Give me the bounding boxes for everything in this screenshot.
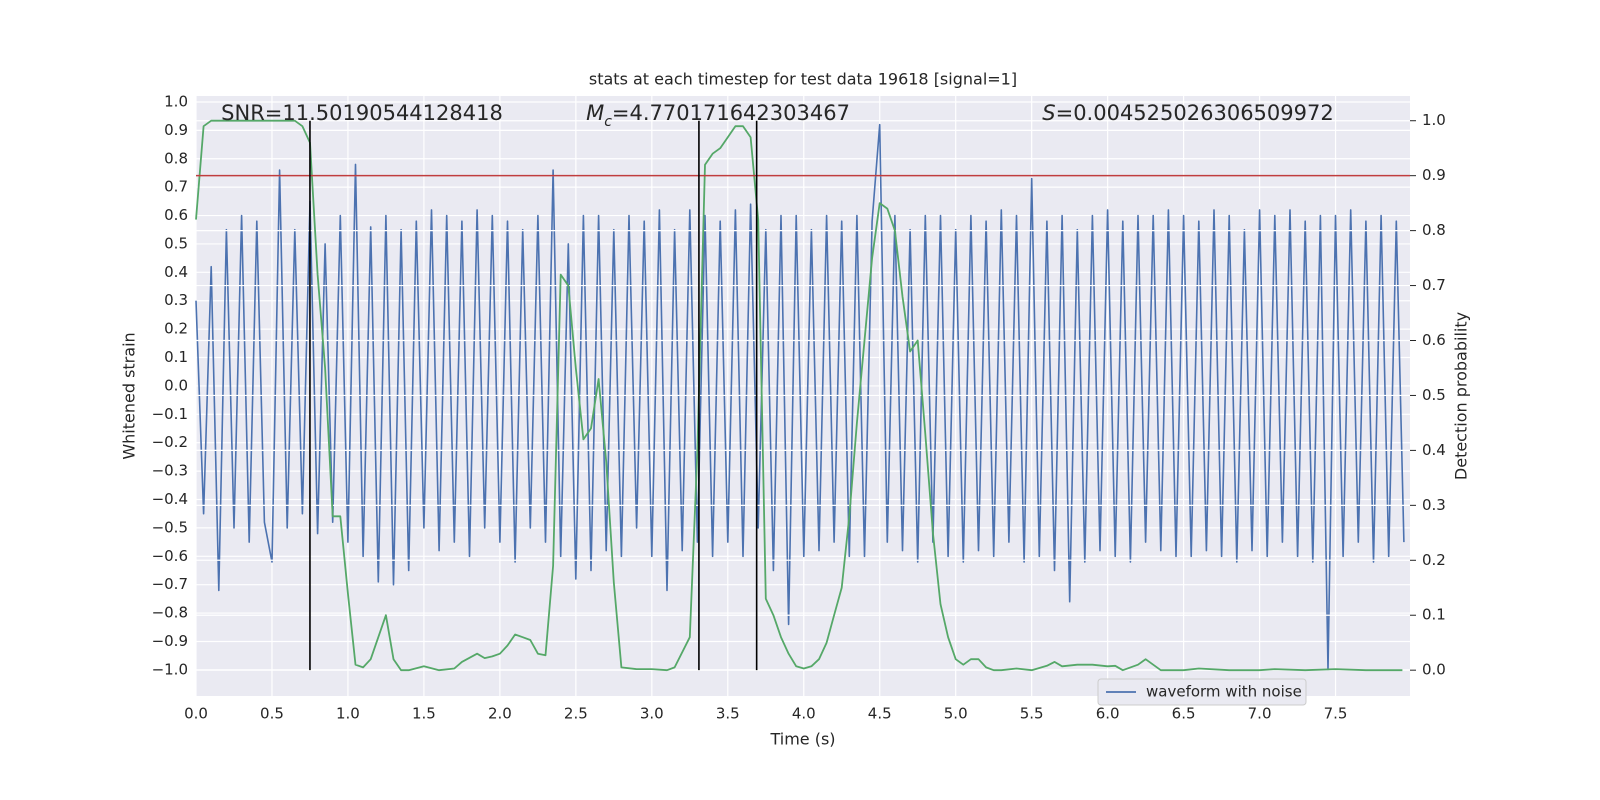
legend-label: waveform with noise (1146, 683, 1302, 701)
x-tick-label: 5.0 (944, 705, 968, 723)
x-tick-label: 1.5 (412, 705, 436, 723)
line-series (195, 119, 1403, 672)
x-tick-label: 3.5 (716, 705, 740, 723)
y-tick-label: −0.3 (152, 462, 188, 480)
y-tick-label: 0.3 (164, 291, 188, 309)
x-tick-label: 4.0 (792, 705, 816, 723)
y-tick-label: 0.4 (164, 263, 188, 281)
y-tick-label: 0.7 (164, 178, 188, 196)
x-tick-label: 2.0 (488, 705, 512, 723)
y-tick-label: −0.5 (152, 518, 188, 536)
x-tick-label: 7.0 (1248, 705, 1272, 723)
y-tick-label: −0.6 (152, 547, 188, 565)
y-tick-label: −0.1 (152, 405, 188, 423)
y2-tick-label: 0.5 (1422, 386, 1446, 404)
y2-tick-label: 0.9 (1422, 166, 1446, 184)
annotation-text: SNR=11.50190544128418 (221, 101, 503, 125)
y2-tick-label: 0.7 (1422, 276, 1446, 294)
x-tick-label: 5.5 (1020, 705, 1044, 723)
y-tick-label: −0.2 (152, 433, 188, 451)
y-tick-label: −0.7 (152, 575, 188, 593)
y-tick-label: 0.5 (164, 234, 188, 252)
annotation-symbol: S (1042, 101, 1055, 125)
y2-tick-label: 0.1 (1422, 606, 1446, 624)
y-tick-label: −0.4 (152, 490, 188, 508)
x-tick-label: 3.0 (640, 705, 664, 723)
y-tick-label: 0.2 (164, 320, 188, 338)
x-tick-label: 2.5 (564, 705, 588, 723)
x-tick-label: 1.0 (336, 705, 360, 723)
y2-tick-label: 0.8 (1422, 221, 1446, 239)
annotation-text: =0.004525026306509972 (1056, 101, 1334, 125)
y-tick-label: −0.9 (152, 632, 188, 650)
y2-tick-label: 0.0 (1422, 661, 1446, 679)
legend-box (1097, 678, 1307, 706)
y2-tick-label: 0.4 (1422, 441, 1446, 459)
chart-title: stats at each timestep for test data 196… (589, 70, 1017, 89)
x-tick-label: 6.0 (1096, 705, 1120, 723)
annotation: S=0.004525026306509972 (1042, 101, 1333, 125)
y2-tick-label: 0.6 (1422, 331, 1446, 349)
x-tick-label: 4.5 (868, 705, 892, 723)
y-tick-label: 0.6 (164, 206, 188, 224)
y2-tick-label: 0.3 (1422, 496, 1446, 514)
line-series (195, 123, 1405, 671)
y-axis-label: Whitened strain (120, 332, 139, 459)
y2-tick-label: 1.0 (1422, 111, 1446, 129)
annotation-subscript: c (604, 114, 612, 130)
x-axis-label: Time (s) (769, 730, 835, 749)
y-tick-label: 0.1 (164, 348, 188, 366)
annotation: Mc=4.770171642303467 (586, 101, 850, 130)
y-tick-label: 0.8 (164, 149, 188, 167)
x-tick-label: 0.0 (184, 705, 208, 723)
annotation-symbol: M (586, 101, 604, 125)
y-tick-label: −0.8 (152, 604, 188, 622)
x-tick-label: 0.5 (260, 705, 284, 723)
y-tick-label: 0.0 (164, 376, 188, 394)
y-tick-label: 1.0 (164, 92, 188, 110)
x-tick-label: 6.5 (1172, 705, 1196, 723)
y-tick-label: −1.0 (152, 660, 188, 678)
y2-tick-label: 0.2 (1422, 551, 1446, 569)
annotation: SNR=11.50190544128418 (221, 101, 503, 125)
annotation-text: =4.770171642303467 (612, 101, 850, 125)
y2-axis-label: Detection probability (1452, 312, 1471, 480)
y-tick-label: 0.9 (164, 121, 188, 139)
x-tick-label: 7.5 (1324, 705, 1348, 723)
